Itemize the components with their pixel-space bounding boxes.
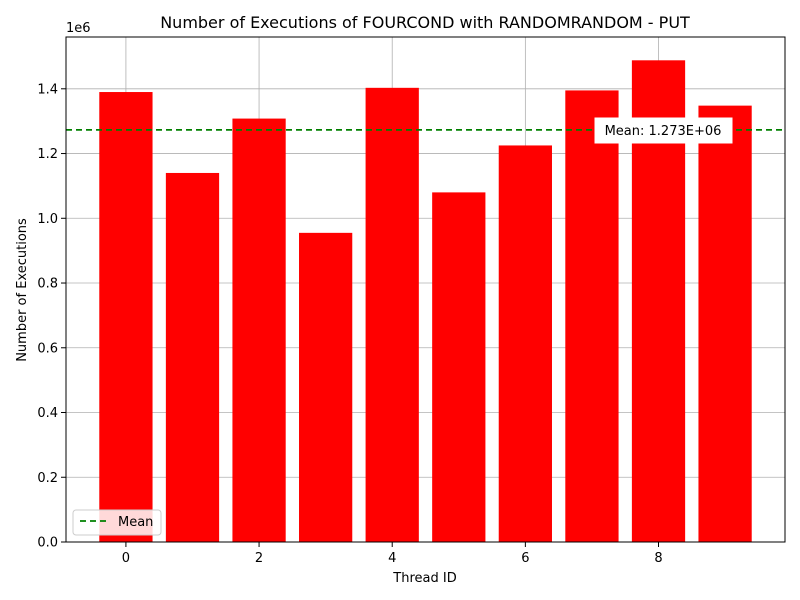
y-tick-label: 0.0 [37,536,58,551]
x-tick-label: 2 [255,551,263,566]
x-axis-label: Thread ID [392,571,456,586]
legend: Mean [72,509,162,536]
bar-thread-7 [565,90,619,543]
bar-thread-9 [698,105,752,542]
bar-thread-5 [432,192,486,542]
plot-frame [65,36,786,543]
y-tick-label: 0.4 [37,406,58,421]
y-axis-label: Number of Executions [15,218,30,362]
y-tick-label: 1.0 [37,212,58,227]
bar-thread-2 [232,118,286,543]
bar-thread-4 [365,87,419,542]
x-tick-label: 6 [521,551,529,566]
chart-title: Number of Executions of FOURCOND with RA… [160,13,690,32]
legend-box [72,509,162,536]
y-tick-label: 0.2 [37,471,58,486]
x-tick-label: 8 [654,551,662,566]
legend-mean-label: Mean [118,515,153,530]
bars [99,60,752,543]
y-tick-label: 0.8 [37,277,58,292]
bar-thread-0 [99,92,153,543]
bar-thread-6 [498,145,552,543]
mean-annotation-box [594,117,733,144]
mean-annotation-text: Mean: 1.273E+06 [605,124,722,139]
bar-thread-3 [299,232,353,542]
bar-thread-1 [165,172,220,542]
y-tick-label: 1.2 [37,147,58,162]
x-tick-label: 4 [388,551,396,566]
y-tick-label: 0.6 [37,341,58,356]
y-offset-label: 1e6 [66,21,91,36]
mean-annotation: Mean: 1.273E+06 [594,117,733,144]
y-tick-label: 1.4 [37,82,58,97]
x-tick-label: 0 [122,551,130,566]
axis-ticks: 0 2 4 6 8 0.0 0.2 0.4 0.6 0.8 1.0 1.2 1.4 [37,82,662,566]
